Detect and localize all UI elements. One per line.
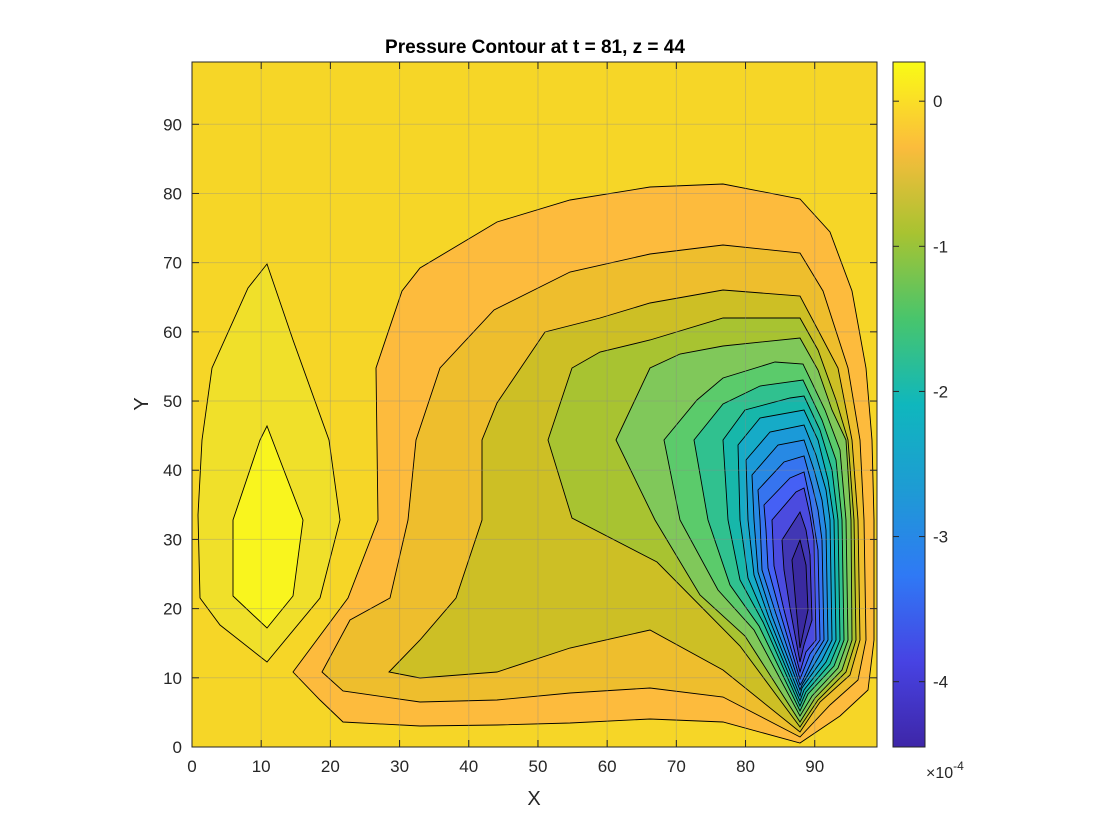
contour-band-level-17 bbox=[791, 538, 809, 649]
x-tick-label: 30 bbox=[390, 757, 409, 776]
y-tick-label: 0 bbox=[173, 738, 182, 757]
colorbar-tick-label: -4 bbox=[933, 673, 948, 692]
chart-title: Pressure Contour at t = 81, z = 44 bbox=[385, 37, 685, 58]
x-tick-label: 60 bbox=[598, 757, 617, 776]
x-tick-label: 90 bbox=[805, 757, 824, 776]
y-tick-label: 90 bbox=[163, 115, 182, 134]
plot-frame bbox=[191, 61, 878, 748]
colorbar-exponent-base: ×10 bbox=[926, 765, 953, 782]
x-tick-label: 10 bbox=[252, 757, 271, 776]
x-tick-label: 40 bbox=[459, 757, 478, 776]
x-tick-label: 70 bbox=[667, 757, 686, 776]
plot-area bbox=[192, 62, 877, 747]
x-tick-label: 0 bbox=[187, 757, 196, 776]
x-tick-label: 80 bbox=[736, 757, 755, 776]
y-tick-label: 60 bbox=[163, 323, 182, 342]
y-tick-label: 20 bbox=[163, 600, 182, 619]
y-axis-label: Y bbox=[131, 397, 153, 410]
y-axis-ticks: 0 10 20 30 40 50 60 70 80 90 bbox=[163, 115, 877, 757]
y-tick-label: 50 bbox=[163, 392, 182, 411]
x-axis-label: X bbox=[527, 788, 540, 810]
colorbar-tick-label: -1 bbox=[933, 237, 948, 256]
colorbar-exponent-power: -4 bbox=[953, 759, 964, 773]
colorbar bbox=[892, 61, 926, 748]
colorbar-tick-label: -3 bbox=[933, 528, 948, 547]
y-tick-label: 70 bbox=[163, 254, 182, 273]
y-tick-label: 30 bbox=[163, 530, 182, 549]
grid-lines bbox=[192, 62, 877, 747]
colorbar-exponent: ×10-4 bbox=[926, 759, 964, 782]
colorbar-tick-label: -2 bbox=[933, 382, 948, 401]
x-tick-label: 50 bbox=[528, 757, 547, 776]
y-tick-label: 40 bbox=[163, 461, 182, 480]
x-tick-label: 20 bbox=[321, 757, 340, 776]
colorbar-ticks: 0 -1 -2 -3 -4 bbox=[893, 92, 948, 692]
y-tick-label: 10 bbox=[163, 669, 182, 688]
x-axis-ticks: 0 10 20 30 40 50 60 70 80 90 bbox=[187, 62, 824, 776]
contour-band-high-inner bbox=[232, 424, 304, 629]
colorbar-tick-label: 0 bbox=[933, 92, 942, 111]
y-tick-label: 80 bbox=[163, 184, 182, 203]
